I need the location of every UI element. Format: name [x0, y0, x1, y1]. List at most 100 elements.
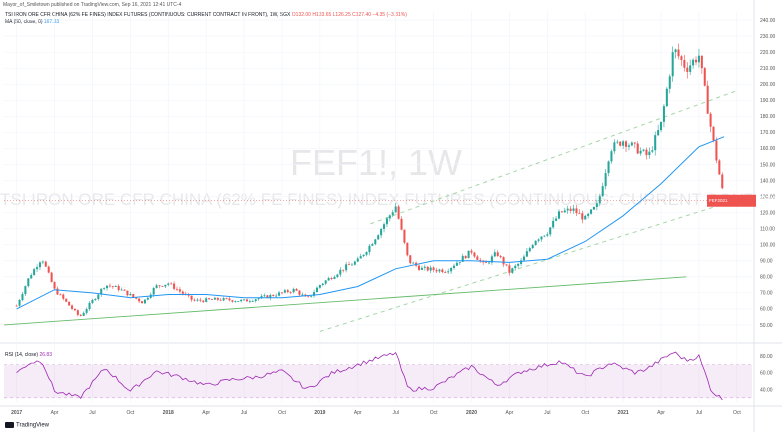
candle — [400, 216, 403, 231]
rsi-tick-label: 60.00 — [760, 371, 773, 377]
candle — [208, 297, 211, 300]
tradingview-logo: TradingView — [5, 422, 49, 429]
candle — [187, 292, 190, 298]
candle — [324, 279, 327, 286]
channel-upper-line — [370, 90, 738, 225]
time-tick-label: Apr — [354, 410, 362, 416]
candle — [202, 299, 205, 303]
candle — [426, 265, 429, 272]
candle — [280, 292, 283, 295]
tradingview-logo-icon — [5, 422, 14, 428]
candle — [677, 43, 680, 60]
candle — [499, 254, 502, 259]
candle — [210, 298, 214, 301]
candle — [560, 211, 563, 213]
time-tick-label: Oct — [430, 410, 438, 416]
ma-value: 167.33 — [43, 19, 60, 25]
time-tick-label: Apr — [657, 410, 665, 416]
candle — [336, 273, 339, 279]
time-tick-label: Oct — [126, 410, 134, 416]
candle — [330, 276, 333, 281]
candle — [610, 149, 613, 164]
candle — [18, 299, 21, 307]
candle — [622, 139, 625, 150]
candle — [108, 283, 111, 288]
candle — [327, 276, 330, 281]
price-tick-label: 100.00 — [760, 243, 776, 249]
candle — [668, 74, 671, 94]
candle — [56, 286, 59, 296]
candle — [85, 307, 88, 315]
candle — [368, 244, 371, 256]
candle — [248, 299, 251, 304]
candle — [429, 265, 432, 273]
candle — [114, 285, 117, 288]
candle — [636, 141, 639, 155]
candle — [50, 271, 53, 283]
candle — [190, 295, 193, 302]
candle — [243, 299, 246, 301]
candle — [301, 292, 304, 296]
candle — [79, 314, 82, 317]
candle — [275, 293, 278, 298]
candle — [269, 293, 272, 301]
candle — [167, 282, 170, 287]
candle — [639, 147, 642, 156]
candle — [24, 285, 27, 297]
candle — [193, 298, 196, 302]
candle — [706, 80, 709, 114]
price-tick-label: 150.00 — [760, 162, 776, 168]
candle — [158, 285, 161, 289]
instrument-title: TSI IRON ORE CFR CHINA (62% FE FINES) IN… — [5, 12, 291, 18]
candle — [630, 141, 633, 147]
candle — [657, 124, 660, 137]
time-tick-label: Apr — [506, 410, 514, 416]
price-tick-label: 60.00 — [760, 307, 773, 313]
candle — [383, 222, 386, 233]
candle — [117, 284, 120, 292]
candle — [718, 159, 721, 175]
candle — [674, 48, 677, 59]
candle — [493, 249, 496, 258]
time-tick-label: Jul — [241, 410, 247, 416]
candle — [665, 86, 668, 108]
candle — [106, 285, 109, 291]
rsi-value: 26.83 — [39, 352, 52, 358]
candle — [313, 289, 316, 298]
candle — [234, 300, 237, 303]
candle — [138, 298, 141, 304]
price-tick-label: 240.00 — [760, 18, 776, 24]
candle — [71, 304, 74, 311]
candle — [496, 250, 499, 257]
candle — [342, 269, 345, 273]
candle — [272, 294, 275, 297]
candle — [601, 182, 604, 197]
candle — [15, 304, 18, 307]
candle — [578, 209, 581, 214]
time-tick-label: Oct — [733, 410, 741, 416]
candle — [178, 287, 181, 294]
rsi-tick-label: 40.00 — [760, 387, 773, 393]
candle — [44, 260, 47, 268]
candle — [170, 282, 173, 285]
candle — [103, 287, 106, 291]
candle — [278, 290, 281, 297]
price-tick-label: 110.00 — [760, 226, 775, 232]
candle — [213, 296, 216, 300]
candle — [715, 137, 718, 164]
candle — [528, 246, 531, 253]
candle — [490, 254, 493, 265]
candle — [651, 146, 654, 154]
candle — [76, 309, 79, 317]
candle — [549, 227, 552, 237]
candle — [432, 266, 435, 273]
logo-text: TradingView — [16, 422, 50, 429]
candle — [310, 295, 313, 298]
candle — [555, 216, 558, 222]
candle — [525, 248, 528, 257]
candle — [339, 267, 342, 278]
candle — [348, 261, 351, 266]
candle — [353, 260, 356, 266]
